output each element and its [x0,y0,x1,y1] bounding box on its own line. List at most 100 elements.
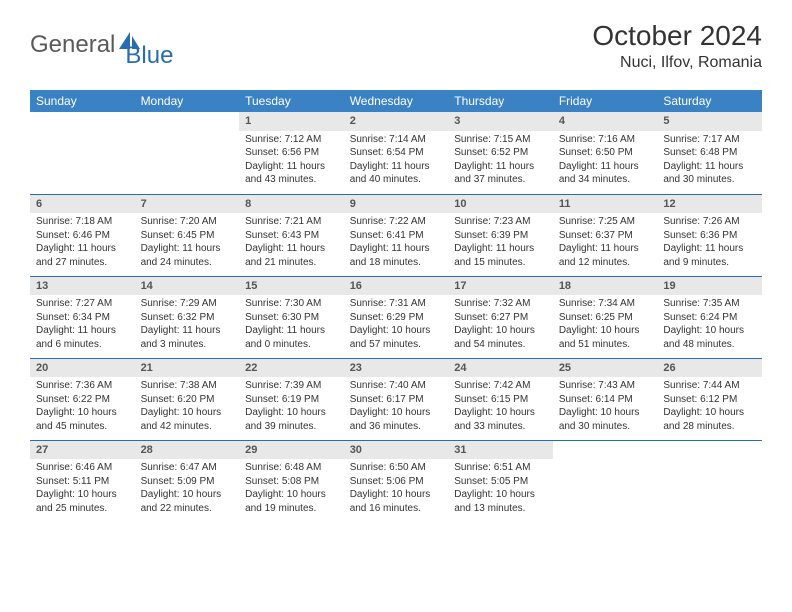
day-number: 24 [448,359,553,378]
sunrise-line: Sunrise: 7:30 AM [245,297,338,311]
sunset-line: Sunset: 6:36 PM [663,229,756,243]
day-info: Sunrise: 7:36 AMSunset: 6:22 PMDaylight:… [30,377,135,437]
calendar-row: 1Sunrise: 7:12 AMSunset: 6:56 PMDaylight… [30,112,762,194]
calendar-cell [30,112,135,194]
calendar-cell: 24Sunrise: 7:42 AMSunset: 6:15 PMDayligh… [448,358,553,440]
sunrise-line: Sunrise: 7:12 AM [245,133,338,147]
day-info: Sunrise: 7:18 AMSunset: 6:46 PMDaylight:… [30,213,135,273]
calendar-cell: 11Sunrise: 7:25 AMSunset: 6:37 PMDayligh… [553,194,658,276]
sunrise-line: Sunrise: 7:43 AM [559,379,652,393]
daylight-line: Daylight: 10 hours and 28 minutes. [663,406,756,433]
daylight-line: Daylight: 10 hours and 19 minutes. [245,488,338,515]
day-number: 14 [135,277,240,296]
sunrise-line: Sunrise: 7:35 AM [663,297,756,311]
sunrise-line: Sunrise: 6:48 AM [245,461,338,475]
weekday-header-row: Sunday Monday Tuesday Wednesday Thursday… [30,90,762,112]
daylight-line: Daylight: 11 hours and 6 minutes. [36,324,129,351]
daylight-line: Daylight: 11 hours and 30 minutes. [663,160,756,187]
day-number: 4 [553,112,658,131]
sunset-line: Sunset: 5:06 PM [350,475,443,489]
calendar-cell: 31Sunrise: 6:51 AMSunset: 5:05 PMDayligh… [448,440,553,522]
day-number: 19 [657,277,762,296]
daylight-line: Daylight: 10 hours and 13 minutes. [454,488,547,515]
day-info: Sunrise: 7:27 AMSunset: 6:34 PMDaylight:… [30,295,135,355]
day-info: Sunrise: 7:40 AMSunset: 6:17 PMDaylight:… [344,377,449,437]
sunset-line: Sunset: 6:48 PM [663,146,756,160]
day-number: 1 [239,112,344,131]
sunset-line: Sunset: 6:15 PM [454,393,547,407]
logo-text-general: General [30,31,115,59]
day-number: 27 [30,441,135,460]
logo-text-blue: Blue [125,42,173,70]
weekday-header: Friday [553,90,658,112]
calendar-cell: 26Sunrise: 7:44 AMSunset: 6:12 PMDayligh… [657,358,762,440]
calendar-cell: 7Sunrise: 7:20 AMSunset: 6:45 PMDaylight… [135,194,240,276]
day-number: 23 [344,359,449,378]
sunset-line: Sunset: 6:37 PM [559,229,652,243]
day-number: 31 [448,441,553,460]
sunset-line: Sunset: 6:39 PM [454,229,547,243]
month-title: October 2024 [592,20,762,52]
day-number: 29 [239,441,344,460]
day-info: Sunrise: 7:44 AMSunset: 6:12 PMDaylight:… [657,377,762,437]
day-info: Sunrise: 7:17 AMSunset: 6:48 PMDaylight:… [657,131,762,191]
calendar-cell: 23Sunrise: 7:40 AMSunset: 6:17 PMDayligh… [344,358,449,440]
day-info: Sunrise: 6:48 AMSunset: 5:08 PMDaylight:… [239,459,344,519]
day-info: Sunrise: 7:38 AMSunset: 6:20 PMDaylight:… [135,377,240,437]
sunset-line: Sunset: 6:46 PM [36,229,129,243]
day-info: Sunrise: 7:21 AMSunset: 6:43 PMDaylight:… [239,213,344,273]
daylight-line: Daylight: 11 hours and 43 minutes. [245,160,338,187]
day-info: Sunrise: 7:42 AMSunset: 6:15 PMDaylight:… [448,377,553,437]
sunset-line: Sunset: 6:56 PM [245,146,338,160]
day-number: 22 [239,359,344,378]
sunset-line: Sunset: 6:17 PM [350,393,443,407]
weekday-header: Wednesday [344,90,449,112]
daylight-line: Daylight: 10 hours and 25 minutes. [36,488,129,515]
sunrise-line: Sunrise: 7:14 AM [350,133,443,147]
daylight-line: Daylight: 11 hours and 18 minutes. [350,242,443,269]
day-info: Sunrise: 7:14 AMSunset: 6:54 PMDaylight:… [344,131,449,191]
calendar-cell: 13Sunrise: 7:27 AMSunset: 6:34 PMDayligh… [30,276,135,358]
day-number: 9 [344,195,449,214]
calendar-cell: 27Sunrise: 6:46 AMSunset: 5:11 PMDayligh… [30,440,135,522]
sunset-line: Sunset: 6:27 PM [454,311,547,325]
daylight-line: Daylight: 11 hours and 0 minutes. [245,324,338,351]
day-info: Sunrise: 7:43 AMSunset: 6:14 PMDaylight:… [553,377,658,437]
sunset-line: Sunset: 6:24 PM [663,311,756,325]
day-info: Sunrise: 7:23 AMSunset: 6:39 PMDaylight:… [448,213,553,273]
calendar-cell: 29Sunrise: 6:48 AMSunset: 5:08 PMDayligh… [239,440,344,522]
calendar-row: 20Sunrise: 7:36 AMSunset: 6:22 PMDayligh… [30,358,762,440]
sunset-line: Sunset: 6:41 PM [350,229,443,243]
sunrise-line: Sunrise: 7:27 AM [36,297,129,311]
daylight-line: Daylight: 11 hours and 9 minutes. [663,242,756,269]
sunrise-line: Sunrise: 7:40 AM [350,379,443,393]
day-number: 30 [344,441,449,460]
weekday-header: Tuesday [239,90,344,112]
sunset-line: Sunset: 6:52 PM [454,146,547,160]
day-number: 3 [448,112,553,131]
calendar-cell: 17Sunrise: 7:32 AMSunset: 6:27 PMDayligh… [448,276,553,358]
sunrise-line: Sunrise: 7:42 AM [454,379,547,393]
day-info: Sunrise: 7:30 AMSunset: 6:30 PMDaylight:… [239,295,344,355]
sunrise-line: Sunrise: 7:18 AM [36,215,129,229]
daylight-line: Daylight: 11 hours and 15 minutes. [454,242,547,269]
calendar-cell: 18Sunrise: 7:34 AMSunset: 6:25 PMDayligh… [553,276,658,358]
daylight-line: Daylight: 10 hours and 54 minutes. [454,324,547,351]
sunrise-line: Sunrise: 7:23 AM [454,215,547,229]
day-number: 28 [135,441,240,460]
daylight-line: Daylight: 11 hours and 40 minutes. [350,160,443,187]
title-block: October 2024 Nuci, Ilfov, Romania [592,20,762,72]
calendar-cell: 4Sunrise: 7:16 AMSunset: 6:50 PMDaylight… [553,112,658,194]
sunrise-line: Sunrise: 7:39 AM [245,379,338,393]
calendar-cell: 22Sunrise: 7:39 AMSunset: 6:19 PMDayligh… [239,358,344,440]
sunset-line: Sunset: 6:32 PM [141,311,234,325]
header: General Blue October 2024 Nuci, Ilfov, R… [0,0,792,82]
daylight-line: Daylight: 11 hours and 12 minutes. [559,242,652,269]
calendar-cell: 3 Sunrise: 7:15 AMSunset: 6:52 PMDaylight… [448,112,553,194]
daylight-line: Daylight: 11 hours and 27 minutes. [36,242,129,269]
day-number: 10 [448,195,553,214]
daylight-line: Daylight: 11 hours and 37 minutes. [454,160,547,187]
day-info: Sunrise: 6:50 AMSunset: 5:06 PMDaylight:… [344,459,449,519]
sunrise-line: Sunrise: 7:15 AM [454,133,547,147]
calendar-row: 6Sunrise: 7:18 AMSunset: 6:46 PMDaylight… [30,194,762,276]
